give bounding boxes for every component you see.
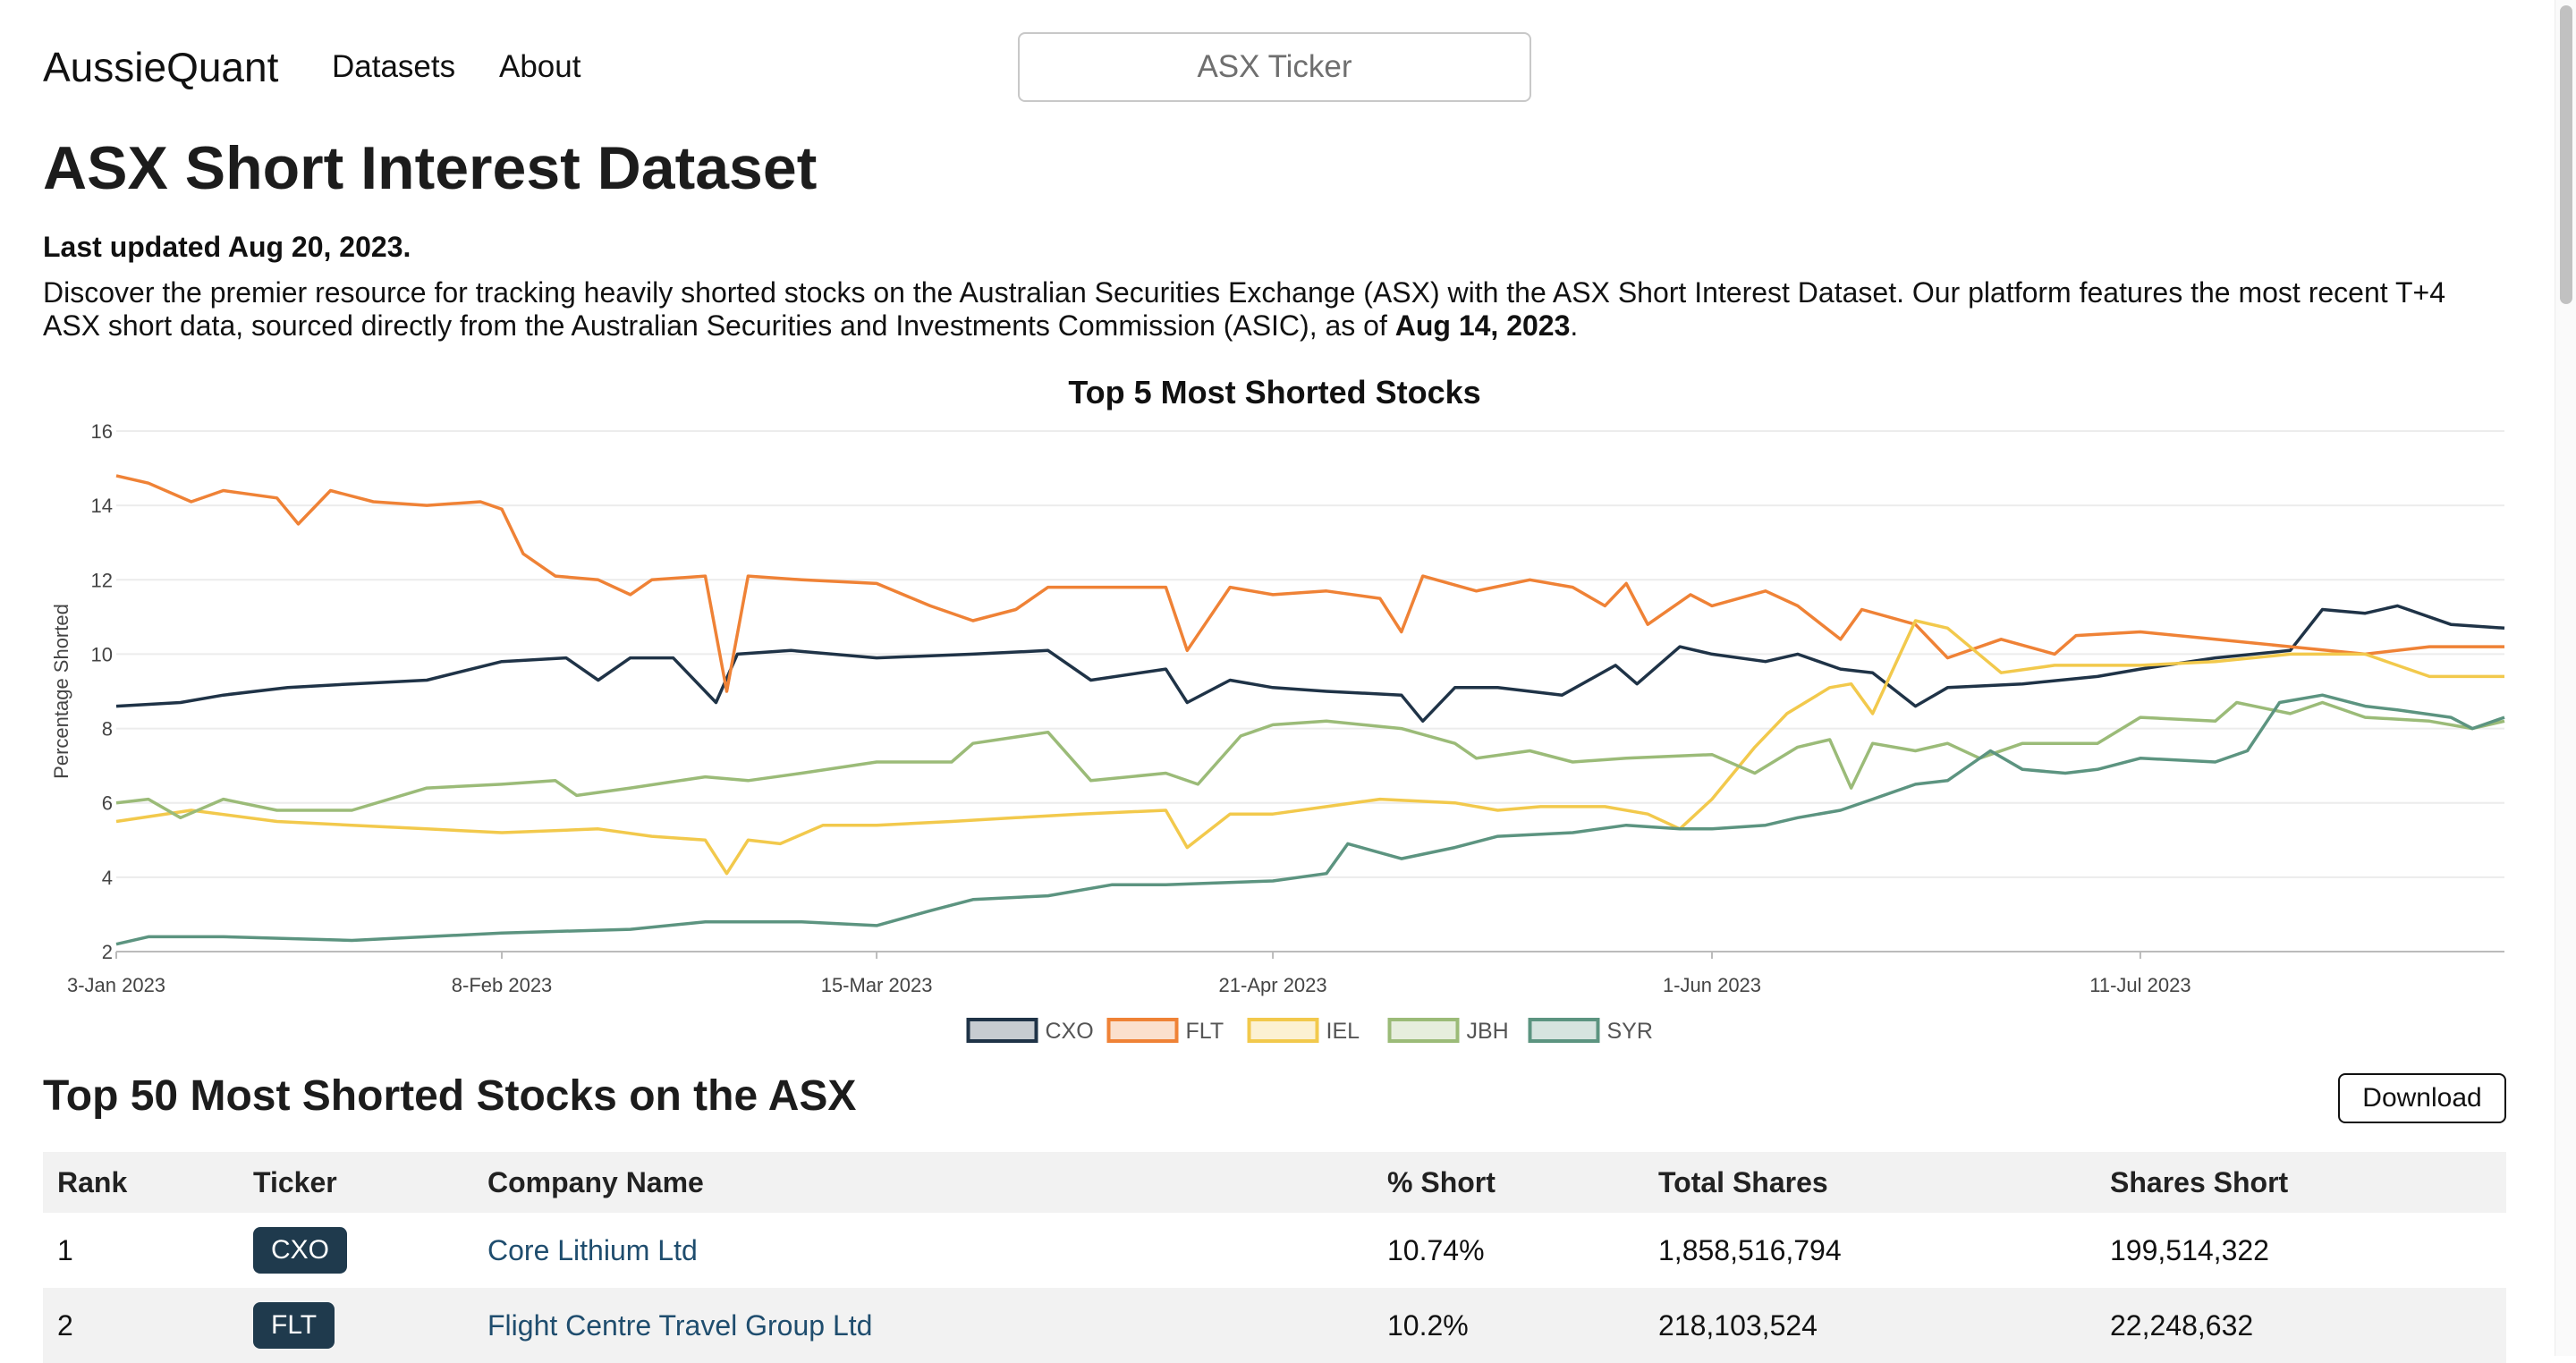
header-ticker[interactable]: Ticker [253, 1165, 337, 1198]
legend-swatch-flt[interactable] [1106, 1018, 1179, 1043]
y-tick-label: 14 [91, 495, 113, 517]
page-title: ASX Short Interest Dataset [43, 134, 818, 202]
legend-label-cxo[interactable]: CXO [1046, 1019, 1094, 1044]
legend-label-jbh[interactable]: JBH [1467, 1019, 1509, 1044]
x-tick-label: 15-Mar 2023 [821, 974, 933, 996]
description-text: Discover the premier resource for tracki… [43, 276, 2445, 342]
rank-cell: 2 [57, 1308, 73, 1342]
header-shares-short[interactable]: Shares Short [2110, 1165, 2289, 1198]
x-tick-label: 1-Jun 2023 [1663, 974, 1761, 996]
total-shares-cell: 218,103,524 [1658, 1308, 1818, 1342]
percent-short-cell: 10.2% [1387, 1308, 1469, 1342]
company-link[interactable]: Core Lithium Ltd [487, 1233, 698, 1266]
page-scrollbar[interactable] [2555, 0, 2576, 1356]
legend-swatch-jbh[interactable] [1387, 1018, 1460, 1043]
shares-short-cell: 22,248,632 [2110, 1308, 2254, 1342]
header-total-shares[interactable]: Total Shares [1658, 1165, 1828, 1198]
series-line-flt[interactable] [115, 474, 2504, 693]
y-tick-label: 12 [91, 569, 113, 591]
percent-short-cell: 10.74% [1387, 1233, 1485, 1266]
table-row: 1 CXO Core Lithium Ltd 10.74% 1,858,516,… [43, 1213, 2506, 1288]
table-section-title: Top 50 Most Shorted Stocks on the ASX [43, 1072, 857, 1120]
legend-label-flt[interactable]: FLT [1186, 1019, 1224, 1044]
x-tick-label: 8-Feb 2023 [452, 974, 553, 996]
ticker-cell: CXO [253, 1213, 348, 1288]
description-end: . [1570, 309, 1579, 342]
scrollbar-thumb[interactable] [2560, 5, 2572, 304]
download-button[interactable]: Download [2338, 1073, 2506, 1123]
company-cell: Core Lithium Ltd [487, 1213, 698, 1288]
legend-label-iel[interactable]: IEL [1326, 1019, 1360, 1044]
y-tick-label: 2 [102, 941, 113, 963]
legend-swatch-iel[interactable] [1247, 1018, 1319, 1043]
series-line-iel[interactable] [115, 619, 2504, 876]
ticker-badge[interactable]: CXO [253, 1227, 348, 1274]
header-percent-short[interactable]: % Short [1387, 1165, 1496, 1198]
table-row: 2 FLT Flight Centre Travel Group Ltd 10.… [43, 1288, 2506, 1363]
total-shares-cell: 1,858,516,794 [1658, 1233, 1842, 1266]
ticker-search-input[interactable] [1018, 32, 1531, 102]
x-tick-label: 11-Jul 2023 [2089, 974, 2190, 996]
header-rank[interactable]: Rank [57, 1165, 128, 1198]
y-tick-label: 4 [102, 867, 113, 889]
ticker-badge[interactable]: FLT [253, 1302, 335, 1349]
company-link[interactable]: Flight Centre Travel Group Ltd [487, 1308, 873, 1342]
shares-short-cell: 199,514,322 [2110, 1233, 2269, 1266]
legend-swatch-syr[interactable] [1528, 1018, 1600, 1043]
legend-swatch-cxo[interactable] [966, 1018, 1038, 1043]
series-line-jbh[interactable] [115, 700, 2505, 820]
company-cell: Flight Centre Travel Group Ltd [487, 1288, 872, 1363]
shorted-stocks-table: Rank Ticker Company Name % Short Total S… [43, 1152, 2506, 1363]
rank-cell: 1 [57, 1233, 73, 1266]
y-tick-label: 6 [102, 792, 113, 815]
y-tick-label: 16 [91, 420, 113, 443]
chart-title: Top 5 Most Shorted Stocks [1068, 374, 1481, 411]
header-company-name[interactable]: Company Name [487, 1165, 704, 1198]
description-date: Aug 14, 2023 [1394, 309, 1571, 342]
table-header-row: Rank Ticker Company Name % Short Total S… [43, 1152, 2506, 1213]
x-tick-label: 21-Apr 2023 [1219, 974, 1327, 996]
nav-link-datasets[interactable]: Datasets [332, 49, 456, 84]
y-tick-label: 10 [91, 643, 113, 665]
short-interest-chart: 2 4 6 8 10 12 14 16 3-Jan 2023 8-Feb 2023 15-Mar 2… [50, 420, 2505, 1044]
series-line-cxo[interactable] [115, 604, 2505, 724]
legend-label-syr[interactable]: SYR [1607, 1019, 1653, 1044]
x-tick-label: 3-Jan 2023 [67, 974, 165, 996]
nav-link-about[interactable]: About [499, 49, 581, 84]
series-line-syr[interactable] [115, 693, 2505, 946]
last-updated: Last updated Aug 20, 2023. [43, 231, 411, 263]
brand-logo[interactable]: AussieQuant [43, 44, 279, 90]
ticker-cell: FLT [253, 1288, 335, 1363]
y-tick-label: 8 [102, 718, 113, 741]
page-description: Discover the premier resource for tracki… [43, 276, 2494, 343]
y-axis-label: Percentage Shorted [50, 604, 72, 779]
